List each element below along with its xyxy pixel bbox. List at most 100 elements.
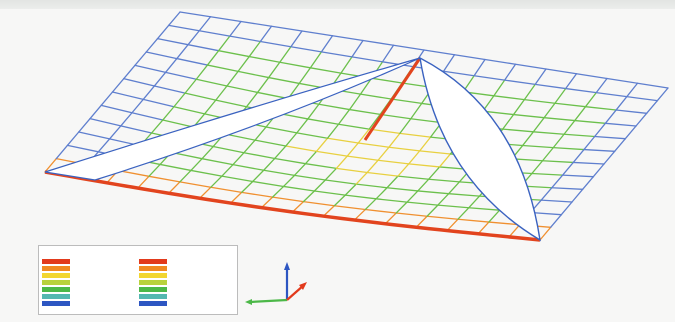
mesh-line	[615, 109, 648, 114]
mesh-line	[574, 119, 607, 124]
mesh-line	[426, 215, 459, 220]
legend-row	[139, 272, 235, 279]
mesh-line	[437, 204, 470, 209]
mesh-line	[304, 163, 337, 170]
mesh-line	[355, 171, 368, 185]
mesh-line	[142, 98, 175, 108]
mesh-line	[532, 117, 545, 133]
mesh-line	[366, 159, 379, 174]
mesh-line	[595, 91, 628, 98]
legend-swatch	[42, 259, 70, 264]
mesh-line	[502, 113, 515, 130]
mesh-line	[604, 109, 617, 124]
mesh-line	[215, 85, 228, 101]
mesh-line	[348, 93, 362, 111]
mesh-line	[523, 83, 536, 101]
membrane-mesh	[44, 11, 669, 242]
mesh-line	[134, 64, 167, 73]
mesh-line	[448, 193, 481, 197]
mesh-line	[206, 64, 239, 73]
mesh-line	[259, 25, 273, 43]
mesh-line	[370, 77, 403, 84]
mesh-line	[313, 190, 346, 196]
mesh-line	[190, 158, 203, 172]
mesh-line	[484, 58, 517, 65]
mesh-line	[309, 67, 342, 74]
mesh-line	[406, 190, 419, 203]
mesh-line	[315, 137, 329, 152]
toolbar-strip	[0, 0, 675, 9]
mesh-line	[296, 132, 329, 139]
mesh-line	[212, 145, 245, 154]
mesh-line	[199, 186, 212, 199]
mesh-line	[502, 128, 535, 133]
mesh-line	[521, 131, 535, 147]
legend-row	[139, 286, 235, 293]
legend-column-2	[139, 250, 235, 307]
mesh-line	[131, 98, 144, 114]
mesh-line	[366, 171, 399, 177]
legend-swatch	[139, 301, 167, 306]
mesh-line	[541, 146, 554, 162]
mesh-line	[108, 125, 122, 140]
mesh-line	[624, 125, 637, 140]
legend-row	[139, 265, 235, 272]
legend-swatch	[42, 294, 70, 299]
mesh-line	[279, 61, 312, 69]
mesh-line	[397, 175, 430, 180]
mesh-line	[606, 77, 639, 84]
mesh-line	[375, 198, 408, 203]
legend-swatch	[139, 280, 167, 285]
mesh-line	[291, 200, 305, 213]
mesh-line	[428, 178, 461, 183]
mesh-line	[583, 148, 616, 152]
mesh-line	[282, 185, 316, 192]
legend-row	[42, 279, 138, 286]
mesh-line	[428, 166, 441, 180]
mesh-line	[270, 25, 303, 32]
mesh-line	[324, 179, 357, 185]
mesh-line	[198, 30, 231, 37]
legend-swatch	[139, 259, 167, 264]
mesh-line	[153, 85, 186, 94]
mesh-line	[448, 181, 461, 195]
mesh-line	[415, 215, 428, 228]
mesh-line	[111, 91, 144, 101]
mesh-line	[168, 24, 200, 32]
mesh-line	[307, 118, 340, 125]
mesh-line	[111, 78, 125, 93]
mesh-line	[552, 146, 585, 151]
mesh-line	[240, 20, 273, 27]
mesh-line	[635, 112, 648, 127]
mesh-line	[97, 138, 111, 153]
mesh-line	[514, 63, 547, 70]
legend-row	[42, 272, 138, 279]
mesh-line	[226, 85, 259, 94]
mesh-line	[78, 131, 111, 140]
mesh-line	[395, 201, 408, 214]
mesh-line	[66, 131, 80, 146]
mesh-line	[359, 77, 373, 95]
mesh-line	[477, 221, 490, 235]
mesh-line	[552, 133, 565, 149]
mesh-line	[386, 187, 419, 192]
y-axis	[249, 298, 288, 304]
x-axis-arrowhead	[299, 282, 307, 290]
mesh-line	[386, 175, 399, 189]
mesh-line	[397, 163, 410, 177]
mesh-line	[198, 16, 212, 32]
mesh-line	[468, 207, 501, 211]
mesh-line	[201, 145, 214, 160]
mesh-line	[417, 190, 450, 195]
mesh-line	[179, 181, 212, 188]
mesh-line	[534, 83, 567, 90]
mesh-line	[615, 96, 628, 111]
mesh-line	[423, 49, 456, 56]
mesh-line	[337, 123, 370, 130]
mesh-line	[554, 102, 587, 108]
legend-row	[139, 279, 235, 286]
mesh-line	[159, 163, 192, 172]
mesh-line	[592, 163, 605, 178]
mesh-line	[531, 160, 544, 175]
